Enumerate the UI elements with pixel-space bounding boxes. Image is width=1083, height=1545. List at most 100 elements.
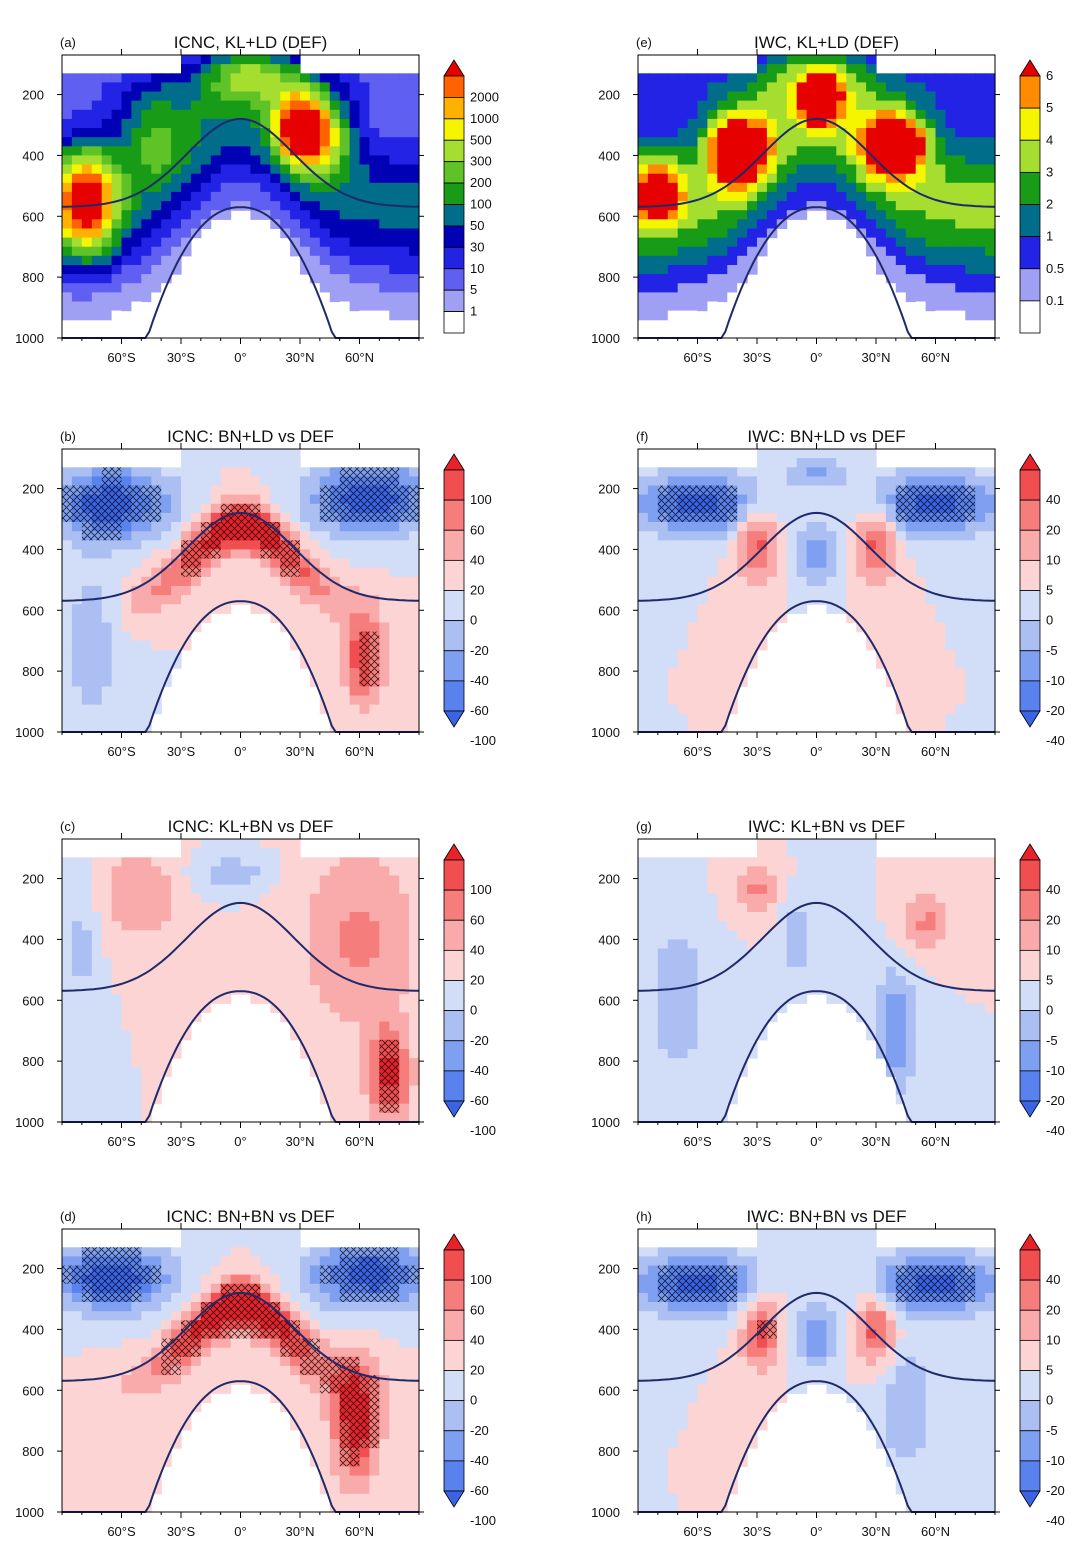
heatmap-cell: [141, 210, 152, 220]
heatmap-cell: [876, 137, 887, 147]
heatmap-cell: [786, 155, 798, 166]
heatmap-cell: [399, 292, 410, 303]
heatmap-cell: [171, 1439, 182, 1449]
heatmap-cell: [309, 237, 321, 248]
heatmap-cell: [181, 985, 192, 995]
heatmap-cell: [171, 1393, 182, 1403]
heatmap-cell: [359, 595, 370, 605]
heatmap-cell: [935, 219, 946, 229]
heatmap-cell: [161, 146, 172, 156]
heatmap-cell: [856, 118, 867, 129]
heatmap-cell: [657, 255, 669, 266]
hatch-cell: [101, 522, 122, 541]
heatmap-cell: [270, 155, 281, 166]
heatmap-cell: [876, 210, 887, 220]
heatmap-cell: [379, 857, 390, 867]
heatmap-cell: [399, 1420, 410, 1431]
heatmap-cell: [280, 118, 291, 129]
heatmap-cell: [657, 540, 669, 550]
heatmap-cell: [757, 55, 768, 65]
heatmap-cell: [876, 73, 887, 83]
heatmap-cell: [319, 137, 331, 147]
heatmap-cell: [697, 237, 708, 248]
heatmap-cell: [389, 994, 400, 1004]
panel-letter: (c): [60, 819, 75, 834]
heatmap-cell: [667, 310, 679, 321]
heatmap-cell: [280, 576, 291, 587]
heatmap-cell: [409, 1076, 420, 1087]
heatmap-cell: [349, 1039, 361, 1050]
heatmap-cell: [181, 1229, 192, 1239]
heatmap-cell: [638, 146, 649, 156]
heatmap-cell: [399, 659, 410, 669]
heatmap-cell: [91, 695, 103, 706]
heatmap-cell: [638, 182, 649, 193]
heatmap-cell: [657, 155, 669, 166]
heatmap-cell: [91, 1311, 103, 1321]
heatmap-cell: [638, 164, 649, 175]
heatmap-cell: [62, 173, 73, 184]
heatmap-cell: [727, 274, 738, 284]
heatmap-cell: [737, 91, 748, 102]
heatmap-cell: [339, 522, 351, 532]
heatmap-cell: [280, 522, 291, 532]
hatch-cell: [260, 522, 281, 541]
heatmap-cell: [379, 668, 390, 678]
heatmap-cell: [757, 91, 768, 102]
heatmap-cell: [121, 631, 132, 642]
heatmap-cell: [121, 1030, 132, 1041]
heatmap-cell: [965, 82, 976, 93]
heatmap-cell: [300, 1302, 311, 1312]
heatmap-cell: [826, 91, 837, 102]
heatmap-cell: [369, 1012, 380, 1023]
heatmap-cell: [260, 155, 271, 166]
heatmap-cell: [776, 55, 788, 65]
heatmap-cell: [677, 73, 689, 83]
heatmap-cell: [141, 1067, 152, 1077]
heatmap-cell: [389, 948, 400, 959]
heatmap-cell: [62, 893, 73, 904]
heatmap-cell: [71, 1448, 83, 1458]
heatmap-cell: [230, 595, 242, 605]
heatmap-cell: [101, 1067, 113, 1077]
heatmap-cell: [71, 912, 83, 922]
heatmap-cell: [62, 857, 73, 867]
heatmap-cell: [62, 310, 73, 321]
heatmap-cell: [379, 975, 390, 986]
heatmap-cell: [409, 912, 420, 922]
heatmap-cell: [349, 1012, 361, 1023]
x-tick-label: 0°: [234, 1134, 246, 1149]
heatmap-cell: [677, 476, 689, 487]
heatmap-cell: [250, 1247, 261, 1257]
heatmap-cell: [349, 1466, 361, 1477]
heatmap-cell: [210, 902, 222, 913]
heatmap-cell: [638, 604, 649, 614]
heatmap-cell: [290, 55, 301, 65]
heatmap-cell: [111, 884, 123, 895]
heatmap-cell: [389, 283, 400, 293]
heatmap-cell: [220, 567, 232, 578]
heatmap-cell: [925, 228, 937, 239]
heatmap-cell: [399, 73, 410, 83]
heatmap-cell: [111, 1067, 123, 1077]
heatmap-cell: [667, 109, 679, 120]
heatmap-cell: [151, 255, 162, 266]
heatmap-cell: [359, 948, 370, 959]
heatmap-cell: [161, 884, 172, 895]
heatmap-cell: [409, 640, 420, 651]
heatmap-cell: [945, 146, 956, 156]
heatmap-cell: [319, 604, 331, 614]
heatmap-cell: [707, 137, 718, 147]
heatmap-cell: [171, 930, 182, 940]
heatmap-cell: [677, 91, 689, 102]
heatmap-cell: [91, 985, 103, 995]
heatmap-cell: [300, 1439, 311, 1449]
heatmap-cell: [776, 182, 788, 193]
heatmap-cell: [309, 604, 321, 614]
heatmap-cell: [985, 182, 996, 193]
heatmap-cell: [71, 237, 83, 248]
heatmap-cell: [846, 219, 857, 229]
heatmap-cell: [667, 576, 679, 587]
tropopause-line: [61, 1291, 420, 1382]
heatmap-cell: [71, 948, 83, 959]
